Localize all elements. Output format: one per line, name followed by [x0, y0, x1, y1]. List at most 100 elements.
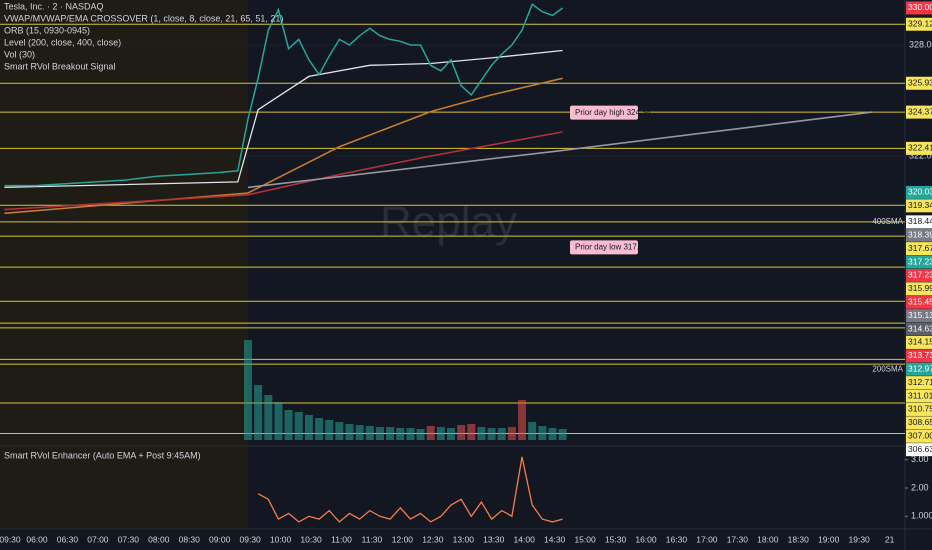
volume-bar: [325, 420, 334, 440]
x-tick-label: 10:30: [300, 534, 322, 544]
price-label: 325.93: [908, 78, 932, 88]
price-label: 315.13: [908, 310, 932, 320]
y-tick-label: 322.00: [909, 150, 932, 160]
price-label-bg: [906, 105, 932, 119]
price-label-bg: [906, 141, 932, 155]
volume-bar: [457, 425, 466, 440]
volume-bar: [467, 424, 476, 440]
volume-bar: [436, 427, 445, 440]
price-label: 329.12: [908, 18, 932, 28]
rvol-title: Smart RVol Enhancer (Auto EMA + Post 9:4…: [4, 450, 201, 460]
volume-bar: [365, 426, 374, 440]
volume-bar: [528, 422, 537, 440]
price-label: 314.63: [908, 323, 932, 333]
rvol-line: [257, 456, 563, 523]
symbol: Tesla, Inc. · 2 · NASDAQ: [4, 1, 104, 11]
volume-bar: [386, 427, 395, 440]
price-label: 315.99: [908, 283, 932, 293]
price-label: 317.23: [908, 256, 932, 266]
x-tick-label: 09:30: [0, 534, 21, 544]
x-tick-label: 21: [885, 534, 895, 544]
annotation-box: [570, 240, 638, 255]
price-label: 311.01: [908, 390, 932, 400]
annotation-box: [570, 105, 638, 120]
volume-bar: [396, 428, 405, 440]
indicator-line: [4, 77, 563, 215]
volume-bar: [375, 427, 384, 440]
x-tick-label: 14:00: [514, 534, 536, 544]
price-label-bg: [906, 376, 932, 390]
annotation-text: Prior day low 317.06: [575, 242, 648, 251]
price-label: 310.75: [908, 404, 932, 414]
x-tick-label: 06:30: [57, 534, 79, 544]
volume-bar: [487, 428, 496, 440]
volume-bar: [406, 428, 415, 440]
x-tick-label: 07:00: [87, 534, 109, 544]
volume-bar: [264, 395, 273, 440]
price-label: 322.41: [908, 143, 932, 153]
x-tick-label: 15:00: [574, 534, 596, 544]
price-label: 319.34: [908, 200, 932, 210]
price-label: 318.44: [908, 216, 932, 226]
volume-bar: [244, 340, 252, 440]
indicator: VWAP/MVWAP/EMA CROSSOVER (1, close, 8, c…: [4, 13, 283, 23]
volume-bar: [538, 426, 547, 440]
price-label: 312.97: [908, 364, 932, 374]
volume-bar: [315, 418, 324, 440]
x-tick-label: 16:00: [635, 534, 657, 544]
x-tick-label: 13:30: [483, 534, 505, 544]
x-tick-label: 13:00: [453, 534, 475, 544]
price-label-bg: [906, 282, 932, 296]
price-label: 314.15: [908, 337, 932, 347]
price-label: 313.73: [908, 350, 932, 360]
price-label-bg: [906, 416, 932, 430]
volume-bar: [558, 429, 567, 440]
price-label-bg: [906, 295, 932, 309]
x-tick-label: 11:00: [331, 534, 352, 544]
y-tick-label: 328.00: [909, 39, 932, 49]
x-tick-label: 19:30: [849, 534, 871, 544]
price-label: 318.39: [908, 230, 932, 240]
volume-bar: [477, 427, 486, 440]
price-label-bg: [906, 362, 932, 376]
indicator-line: [4, 49, 563, 189]
volume-bar: [345, 424, 354, 440]
volume-bar: [447, 428, 455, 440]
price-label-bg: [906, 255, 932, 269]
price-label-bg: [906, 322, 932, 336]
price-label: 315.45: [908, 297, 932, 307]
volume-bar: [548, 428, 557, 440]
x-tick-label: 14:30: [544, 534, 566, 544]
price-label: 324.37: [908, 106, 932, 116]
price-label: 330.00: [908, 2, 932, 12]
price-label-bg: [906, 215, 932, 229]
x-tick-label: 06:00: [26, 534, 48, 544]
x-tick-label: 09:30: [240, 534, 262, 544]
price-label: 312.71: [908, 377, 932, 387]
x-tick-label: 18:00: [757, 534, 779, 544]
price-label: 307.00: [908, 431, 932, 441]
indicator: Level (200, close, 400, close): [4, 37, 121, 47]
price-label: 306.63: [908, 444, 932, 454]
volume-bar: [355, 425, 364, 440]
volume-bar: [507, 427, 516, 440]
price-label: 317.67: [908, 243, 932, 253]
x-tick-label: 08:30: [179, 534, 201, 544]
price-label-bg: [906, 268, 932, 282]
volume-bar: [294, 412, 303, 440]
price-label-bg: [906, 349, 932, 363]
y-tick-label: 2.00: [911, 482, 929, 492]
price-label-bg: [906, 185, 932, 199]
volume-bar: [254, 385, 263, 440]
price-label-bg: [906, 429, 932, 443]
indicator: Vol (30): [4, 49, 35, 59]
level-tag: 400SMA: [872, 217, 903, 226]
price-label-bg: [906, 17, 932, 31]
price-label: 320.03: [908, 187, 932, 197]
volume-bar: [416, 429, 425, 440]
price-label-bg: [906, 335, 932, 349]
price-line: [4, 3, 564, 187]
price-label-bg: [906, 402, 932, 416]
volume-bar: [426, 426, 435, 440]
